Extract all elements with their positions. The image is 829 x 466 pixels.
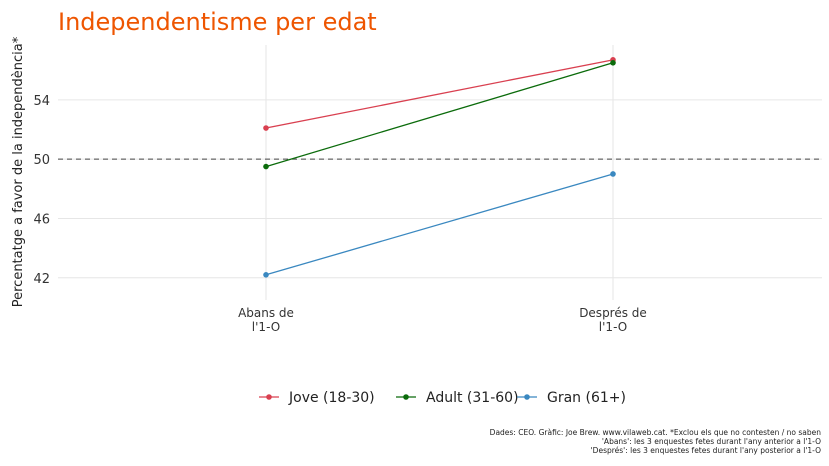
caption: Dades: CEO. Gràfic: Joe Brew. www.vilawe… — [490, 428, 822, 455]
y-tick-label: 46 — [33, 212, 50, 227]
x-tick-label: Abans de l'1-O — [238, 306, 294, 334]
y-tick-label: 50 — [33, 153, 50, 168]
legend-label: Gran (61+) — [547, 390, 626, 406]
grid — [58, 45, 822, 300]
series-line — [265, 62, 614, 168]
chart-title: Independentisme per edat — [58, 8, 377, 36]
caption-line: 'Després': les 3 enquestes fetes durant … — [591, 446, 821, 455]
legend-label: Jove (18-30) — [288, 390, 375, 406]
y-tick-label: 42 — [33, 272, 50, 287]
series-group — [263, 57, 616, 278]
series-line — [265, 173, 614, 276]
data-point — [610, 171, 616, 177]
legend-label: Adult (31-60) — [426, 390, 519, 406]
x-tick-label: Després de l'1-O — [579, 306, 647, 334]
legend: Jove (18-30) Adult (31-60) Gran (61+) — [259, 390, 626, 406]
data-point — [263, 163, 269, 170]
legend-key-point — [266, 394, 272, 400]
data-point — [610, 59, 616, 66]
x-axis-ticks: Abans de l'1-O Després de l'1-O — [238, 306, 647, 334]
data-point — [263, 271, 269, 278]
legend-key-point — [524, 394, 530, 400]
y-tick-label: 54 — [33, 94, 50, 109]
series-line — [265, 59, 614, 129]
data-point — [263, 125, 269, 131]
legend-key-point — [403, 394, 409, 400]
y-axis-label: Percentatge a favor de la independència* — [11, 36, 26, 307]
caption-line: Dades: CEO. Gràfic: Joe Brew. www.vilawe… — [490, 428, 822, 437]
caption-line: 'Abans': les 3 enquestes fetes durant l'… — [602, 437, 821, 446]
y-axis-ticks: 42 46 50 54 — [33, 94, 50, 287]
